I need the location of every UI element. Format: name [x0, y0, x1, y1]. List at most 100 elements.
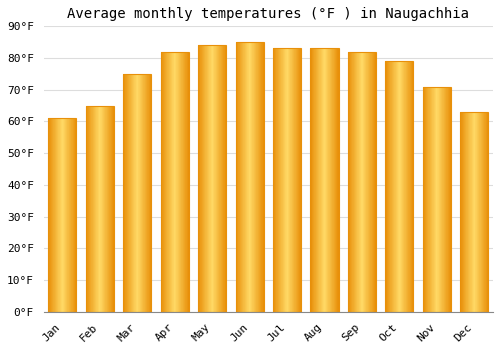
Bar: [124, 74, 125, 312]
Bar: [87, 106, 88, 312]
Bar: [206, 45, 207, 312]
Bar: [283, 49, 284, 312]
Bar: [463, 112, 464, 312]
Bar: [433, 86, 434, 312]
Bar: [128, 74, 129, 312]
Bar: [358, 52, 359, 312]
Bar: [429, 86, 430, 312]
Bar: [247, 42, 248, 312]
Bar: [98, 106, 100, 312]
Bar: [127, 74, 128, 312]
Bar: [391, 61, 392, 312]
Bar: [464, 112, 465, 312]
Bar: [60, 118, 62, 312]
Bar: [238, 42, 239, 312]
Bar: [246, 42, 247, 312]
Bar: [198, 45, 200, 312]
Bar: [484, 112, 485, 312]
Bar: [300, 49, 301, 312]
Bar: [236, 42, 238, 312]
Bar: [68, 118, 69, 312]
Bar: [314, 49, 315, 312]
Bar: [481, 112, 482, 312]
Bar: [350, 52, 352, 312]
Bar: [132, 74, 133, 312]
Bar: [423, 86, 451, 312]
Bar: [55, 118, 56, 312]
Bar: [200, 45, 201, 312]
Bar: [348, 52, 376, 312]
Bar: [441, 86, 442, 312]
Bar: [186, 52, 187, 312]
Bar: [435, 86, 436, 312]
Bar: [289, 49, 290, 312]
Bar: [201, 45, 202, 312]
Bar: [210, 45, 211, 312]
Bar: [216, 45, 217, 312]
Bar: [53, 118, 54, 312]
Bar: [280, 49, 281, 312]
Bar: [96, 106, 97, 312]
Bar: [438, 86, 439, 312]
Bar: [86, 106, 114, 312]
Bar: [86, 106, 87, 312]
Bar: [311, 49, 312, 312]
Bar: [48, 118, 49, 312]
Bar: [440, 86, 441, 312]
Bar: [409, 61, 410, 312]
Bar: [282, 49, 283, 312]
Bar: [108, 106, 109, 312]
Bar: [359, 52, 360, 312]
Bar: [388, 61, 389, 312]
Bar: [472, 112, 473, 312]
Bar: [252, 42, 253, 312]
Bar: [277, 49, 278, 312]
Bar: [352, 52, 353, 312]
Bar: [69, 118, 70, 312]
Bar: [94, 106, 95, 312]
Bar: [256, 42, 257, 312]
Bar: [170, 52, 171, 312]
Bar: [129, 74, 130, 312]
Bar: [423, 86, 424, 312]
Bar: [97, 106, 98, 312]
Bar: [142, 74, 143, 312]
Bar: [296, 49, 297, 312]
Bar: [404, 61, 405, 312]
Bar: [465, 112, 466, 312]
Bar: [258, 42, 259, 312]
Bar: [67, 118, 68, 312]
Bar: [91, 106, 92, 312]
Bar: [52, 118, 53, 312]
Bar: [319, 49, 320, 312]
Bar: [103, 106, 104, 312]
Bar: [285, 49, 286, 312]
Bar: [461, 112, 462, 312]
Bar: [178, 52, 179, 312]
Bar: [399, 61, 400, 312]
Bar: [372, 52, 373, 312]
Bar: [50, 118, 51, 312]
Bar: [136, 74, 138, 312]
Bar: [106, 106, 107, 312]
Bar: [315, 49, 316, 312]
Bar: [273, 49, 274, 312]
Bar: [171, 52, 172, 312]
Bar: [251, 42, 252, 312]
Title: Average monthly temperatures (°F ) in Naugachhia: Average monthly temperatures (°F ) in Na…: [68, 7, 469, 21]
Bar: [357, 52, 358, 312]
Bar: [374, 52, 375, 312]
Bar: [321, 49, 322, 312]
Bar: [65, 118, 66, 312]
Bar: [160, 52, 162, 312]
Bar: [389, 61, 390, 312]
Bar: [181, 52, 182, 312]
Bar: [207, 45, 208, 312]
Bar: [143, 74, 144, 312]
Bar: [363, 52, 364, 312]
Bar: [179, 52, 180, 312]
Bar: [334, 49, 335, 312]
Bar: [147, 74, 148, 312]
Bar: [105, 106, 106, 312]
Bar: [278, 49, 279, 312]
